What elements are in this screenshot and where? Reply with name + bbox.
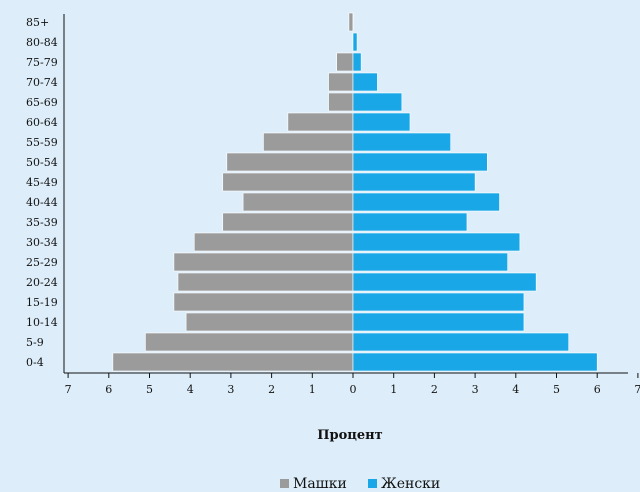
bar-female-60-64 bbox=[352, 112, 411, 132]
bar-male-55-59 bbox=[263, 132, 354, 152]
bar-female-45-49 bbox=[352, 172, 476, 192]
y-tick-label: 75-79 bbox=[26, 56, 58, 69]
x-tick-label: 0 bbox=[350, 383, 357, 396]
legend-swatch-female bbox=[368, 479, 377, 488]
y-tick-label: 50-54 bbox=[26, 156, 58, 169]
bar-male-5-9 bbox=[145, 332, 354, 352]
y-tick-label: 5-9 bbox=[26, 336, 44, 349]
x-tick-label: 6 bbox=[594, 383, 601, 396]
y-tick-label: 40-44 bbox=[26, 196, 58, 209]
bar-female-10-14 bbox=[352, 312, 525, 332]
x-tick-label: 3 bbox=[472, 383, 479, 396]
bar-female-55-59 bbox=[352, 132, 451, 152]
y-tick-label: 20-24 bbox=[26, 276, 58, 289]
bar-male-75-79 bbox=[336, 52, 354, 72]
bars-layer bbox=[112, 12, 598, 372]
bar-female-20-24 bbox=[352, 272, 537, 292]
bar-male-30-34 bbox=[193, 232, 354, 252]
bar-female-30-34 bbox=[352, 232, 521, 252]
x-tick-label: 7 bbox=[65, 383, 72, 396]
bar-female-0-4 bbox=[352, 352, 598, 372]
bar-female-5-9 bbox=[352, 332, 570, 352]
bar-female-25-29 bbox=[352, 252, 508, 272]
x-tick-label: 2 bbox=[268, 383, 275, 396]
y-tick-label: 55-59 bbox=[26, 136, 58, 149]
legend-swatch-male bbox=[280, 479, 289, 488]
y-tick-label: 70-74 bbox=[26, 76, 58, 89]
bar-female-80-84 bbox=[352, 32, 358, 52]
x-tick-label: 3 bbox=[227, 383, 234, 396]
bar-female-70-74 bbox=[352, 72, 378, 92]
y-tick-label: 45-49 bbox=[26, 176, 58, 189]
bar-male-20-24 bbox=[177, 272, 354, 292]
labels-layer: 0-4 5-9 10-14 15-19 20-24 25-29 30-34 35-39 40-4… bbox=[26, 16, 640, 396]
bar-male-25-29 bbox=[173, 252, 354, 272]
bar-male-60-64 bbox=[287, 112, 354, 132]
bar-male-10-14 bbox=[185, 312, 354, 332]
x-tick-label: 7 bbox=[634, 383, 640, 396]
y-tick-label: 15-19 bbox=[26, 296, 58, 309]
bar-female-65-69 bbox=[352, 92, 403, 112]
bar-male-45-49 bbox=[222, 172, 354, 192]
legend-label-female: Женски bbox=[381, 476, 440, 492]
y-tick-label: 80-84 bbox=[26, 36, 58, 49]
bar-female-15-19 bbox=[352, 292, 525, 312]
x-tick-label: 4 bbox=[187, 383, 194, 396]
bar-female-75-79 bbox=[352, 52, 362, 72]
bar-male-40-44 bbox=[242, 192, 354, 212]
bar-male-15-19 bbox=[173, 292, 354, 312]
y-tick-label: 30-34 bbox=[26, 236, 58, 249]
x-tick-label: 1 bbox=[309, 383, 316, 396]
y-tick-label: 60-64 bbox=[26, 116, 58, 129]
y-tick-label: 65-69 bbox=[26, 96, 58, 109]
y-tick-label: 25-29 bbox=[26, 256, 58, 269]
y-tick-label: 35-39 bbox=[26, 216, 58, 229]
bar-female-40-44 bbox=[352, 192, 500, 212]
legend: Машки Женски bbox=[280, 476, 440, 492]
y-tick-label: 0-4 bbox=[26, 356, 44, 369]
x-tick-label: 1 bbox=[390, 383, 397, 396]
x-tick-label: 4 bbox=[512, 383, 519, 396]
x-tick-label: 5 bbox=[553, 383, 560, 396]
axes-layer bbox=[63, 14, 639, 378]
y-tick-label: 10-14 bbox=[26, 316, 58, 329]
x-tick-label: 5 bbox=[146, 383, 153, 396]
y-tick-label: 85+ bbox=[26, 16, 49, 29]
x-tick-label: 6 bbox=[105, 383, 112, 396]
bar-male-0-4 bbox=[112, 352, 354, 372]
x-tick-label: 2 bbox=[431, 383, 438, 396]
bar-male-35-39 bbox=[222, 212, 354, 232]
bar-female-50-54 bbox=[352, 152, 488, 172]
x-axis-title: Процент bbox=[317, 428, 382, 443]
bar-male-50-54 bbox=[226, 152, 354, 172]
bar-male-85+ bbox=[348, 12, 354, 32]
bar-male-65-69 bbox=[328, 92, 354, 112]
legend-label-male: Машки bbox=[293, 476, 347, 492]
bar-female-35-39 bbox=[352, 212, 468, 232]
bar-male-70-74 bbox=[328, 72, 354, 92]
